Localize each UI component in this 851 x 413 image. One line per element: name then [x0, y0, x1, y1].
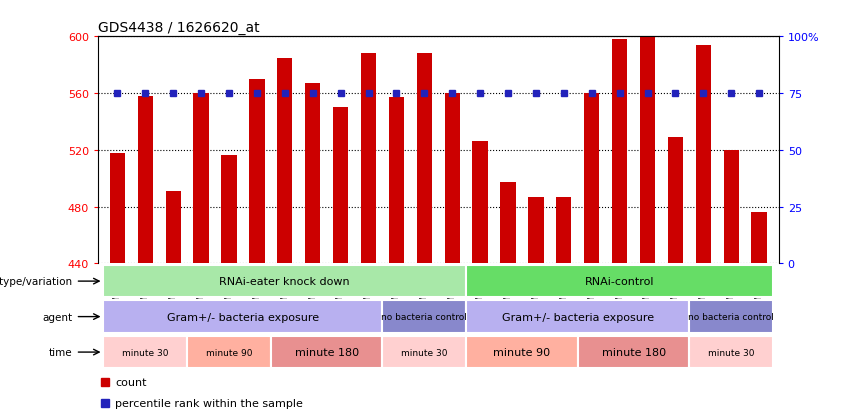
Bar [528, 197, 544, 264]
Text: minute 180: minute 180 [602, 347, 665, 357]
Bar [472, 142, 488, 264]
Bar [361, 54, 376, 264]
FancyBboxPatch shape [382, 301, 466, 333]
Bar [444, 94, 460, 264]
Text: time: time [49, 347, 72, 357]
Bar [584, 94, 599, 264]
Text: Gram+/- bacteria exposure: Gram+/- bacteria exposure [167, 312, 319, 322]
FancyBboxPatch shape [578, 336, 689, 368]
FancyBboxPatch shape [466, 265, 773, 298]
Text: minute 30: minute 30 [122, 348, 168, 357]
Text: no bacteria control: no bacteria control [688, 312, 774, 321]
Text: genotype/variation: genotype/variation [0, 276, 72, 287]
Text: minute 180: minute 180 [294, 347, 359, 357]
Text: Gram+/- bacteria exposure: Gram+/- bacteria exposure [502, 312, 654, 322]
Bar [110, 153, 125, 264]
Bar [333, 108, 348, 264]
Bar [389, 98, 404, 264]
FancyBboxPatch shape [466, 336, 578, 368]
FancyBboxPatch shape [187, 336, 271, 368]
FancyBboxPatch shape [271, 336, 382, 368]
Bar [612, 40, 627, 264]
Bar [417, 54, 432, 264]
Text: RNAi-eater knock down: RNAi-eater knock down [220, 276, 350, 287]
Text: minute 30: minute 30 [708, 348, 755, 357]
Bar [249, 80, 265, 264]
FancyBboxPatch shape [466, 301, 689, 333]
FancyBboxPatch shape [382, 336, 466, 368]
Bar [193, 94, 208, 264]
Bar [166, 192, 181, 264]
Text: agent: agent [43, 312, 72, 322]
Bar [305, 84, 320, 264]
Bar [557, 197, 572, 264]
Text: minute 90: minute 90 [206, 348, 252, 357]
FancyBboxPatch shape [104, 336, 187, 368]
Bar [221, 156, 237, 264]
Bar [695, 46, 711, 264]
Bar [751, 213, 767, 264]
FancyBboxPatch shape [689, 336, 773, 368]
Bar [723, 150, 739, 264]
Text: no bacteria control: no bacteria control [381, 312, 467, 321]
FancyBboxPatch shape [689, 301, 773, 333]
Bar [500, 183, 516, 264]
Text: GDS4438 / 1626620_at: GDS4438 / 1626620_at [98, 21, 260, 35]
Bar [668, 138, 683, 264]
Bar [640, 36, 655, 264]
Text: count: count [115, 377, 146, 387]
Text: minute 90: minute 90 [494, 347, 551, 357]
Bar [277, 58, 293, 264]
Text: RNAi-control: RNAi-control [585, 276, 654, 287]
FancyBboxPatch shape [104, 301, 382, 333]
Bar [138, 97, 153, 264]
Text: minute 30: minute 30 [401, 348, 448, 357]
Text: percentile rank within the sample: percentile rank within the sample [115, 398, 303, 408]
FancyBboxPatch shape [104, 265, 466, 298]
